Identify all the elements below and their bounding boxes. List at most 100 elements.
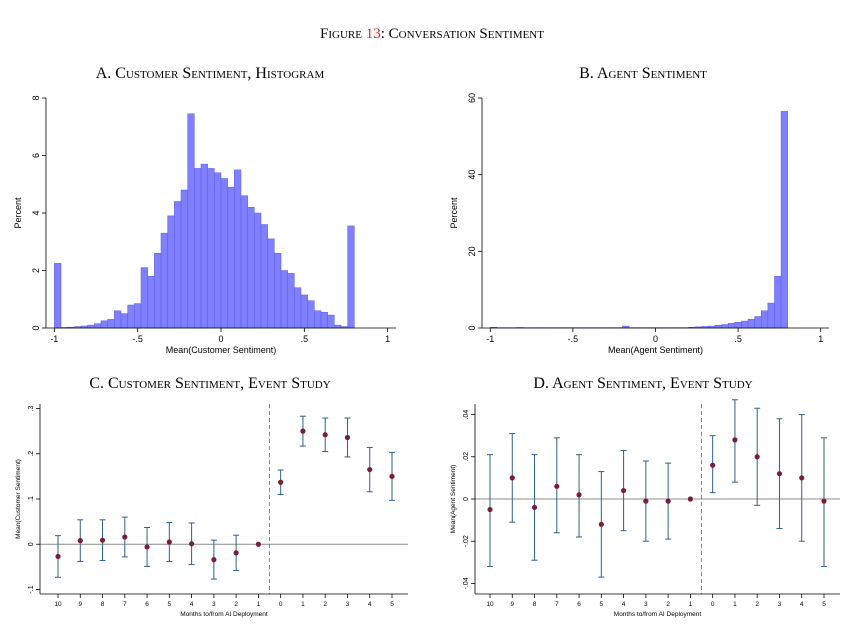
x-tick-label: 6 <box>577 601 581 608</box>
point <box>821 498 827 504</box>
point <box>487 506 493 513</box>
hist-bar <box>174 201 182 329</box>
x-tick-label: 10 <box>54 601 62 608</box>
hist-bar <box>780 111 788 329</box>
point <box>166 539 172 545</box>
hist-bar <box>727 323 736 329</box>
y-tick-label: 8 <box>31 95 41 100</box>
hist-bar <box>247 207 255 329</box>
x-tick-label: 4 <box>800 601 804 608</box>
hist-bar <box>160 232 168 329</box>
hist-bar <box>280 270 288 329</box>
hist-bar <box>240 195 248 329</box>
x-tick-label: 1 <box>733 601 737 608</box>
x-axis-label: Mean(Agent Sentiment) <box>608 345 703 355</box>
hist-bar <box>334 324 342 329</box>
hist-bar <box>214 172 222 329</box>
point <box>189 541 195 547</box>
y-tick-label: -.02 <box>463 535 470 547</box>
point <box>77 538 83 544</box>
x-tick-label: 2 <box>755 601 759 608</box>
hist-bar <box>267 238 275 329</box>
hist-bar <box>134 303 142 329</box>
x-tick-label: 7 <box>123 601 127 608</box>
point <box>710 462 716 468</box>
x-tick-label: 4 <box>368 601 372 608</box>
hist-bar <box>721 324 729 329</box>
y-tick-label: .04 <box>463 410 470 420</box>
y-tick-label: 0 <box>463 497 470 501</box>
x-tick-label: 1 <box>257 601 261 608</box>
hist-bar <box>120 313 128 329</box>
hist-bar <box>734 322 742 329</box>
hist-bar <box>767 302 775 329</box>
hist-bar <box>314 310 322 329</box>
point <box>55 553 61 560</box>
x-tick-label: 9 <box>510 601 514 608</box>
y-axis-label: Mean(Customer Sentiment) <box>15 459 22 539</box>
panel-c-title: C. Customer Sentiment, Event Study <box>89 375 330 392</box>
x-tick-label: 1 <box>689 601 693 608</box>
x-tick-label: 6 <box>145 601 149 608</box>
point <box>122 534 128 540</box>
x-tick-label: 0 <box>711 601 715 608</box>
hist-bar <box>327 314 335 329</box>
x-tick-label: .5 <box>734 334 742 344</box>
hist-bar <box>260 224 268 329</box>
x-axis-label: Months to/from AI Deployment <box>180 611 268 618</box>
y-axis-label: Percent <box>449 197 459 229</box>
point <box>144 544 150 550</box>
hist-bar <box>761 310 769 329</box>
point <box>776 471 783 477</box>
x-axis-label: Months to/from AI Deployment <box>614 611 702 618</box>
point <box>233 550 239 556</box>
hist-bar <box>200 163 208 329</box>
hist-bar <box>194 168 202 329</box>
x-tick-label: 4 <box>622 601 626 608</box>
x-tick-label: 4 <box>190 601 194 608</box>
y-axis-label: Mean(Agent Sentiment) <box>450 465 457 534</box>
x-tick-label: 2 <box>666 601 670 608</box>
x-tick-label: -.5 <box>132 334 143 344</box>
x-tick-label: -.5 <box>568 334 579 344</box>
hist-bar <box>227 186 235 329</box>
y-tick-label: 0 <box>31 325 41 330</box>
figure-title: Figure 13: Conversation Sentiment <box>320 26 544 42</box>
hist-bar <box>714 325 722 329</box>
hist-bar <box>220 178 228 329</box>
hist-bar <box>320 311 328 329</box>
point <box>621 487 627 494</box>
x-tick-label: 0 <box>653 334 658 344</box>
hist-bar <box>307 300 315 329</box>
y-tick-label: 0 <box>467 325 477 330</box>
x-axis-label: Mean(Customer Sentiment) <box>166 345 277 355</box>
point <box>598 521 604 527</box>
hist-bar <box>114 310 122 329</box>
y-tick-label: -.1 <box>28 585 35 593</box>
y-tick-label: 0 <box>28 542 35 546</box>
y-tick-label: 40 <box>467 170 477 180</box>
hist-bar <box>54 263 62 329</box>
hist-bar <box>274 253 282 329</box>
x-tick-label: 5 <box>600 601 604 608</box>
x-tick-label: 5 <box>390 601 394 608</box>
y-axis-label: Percent <box>13 197 23 229</box>
hist-bar <box>287 273 295 329</box>
panel-a-title: A. Customer Sentiment, Histogram <box>96 65 325 82</box>
point <box>389 473 395 479</box>
point <box>255 541 261 547</box>
hist-bar <box>180 189 188 329</box>
point <box>754 454 760 460</box>
point <box>643 498 649 504</box>
hist-bar <box>107 319 115 329</box>
hist-bar <box>147 276 155 329</box>
point <box>99 537 106 543</box>
panel-b-title: B. Agent Sentiment <box>579 65 707 82</box>
x-tick-label: 5 <box>822 601 826 608</box>
hist-bar <box>234 169 242 329</box>
x-tick-label: .5 <box>301 334 309 344</box>
x-tick-label: 7 <box>555 601 559 608</box>
hist-bar <box>747 318 755 329</box>
point <box>322 432 328 438</box>
